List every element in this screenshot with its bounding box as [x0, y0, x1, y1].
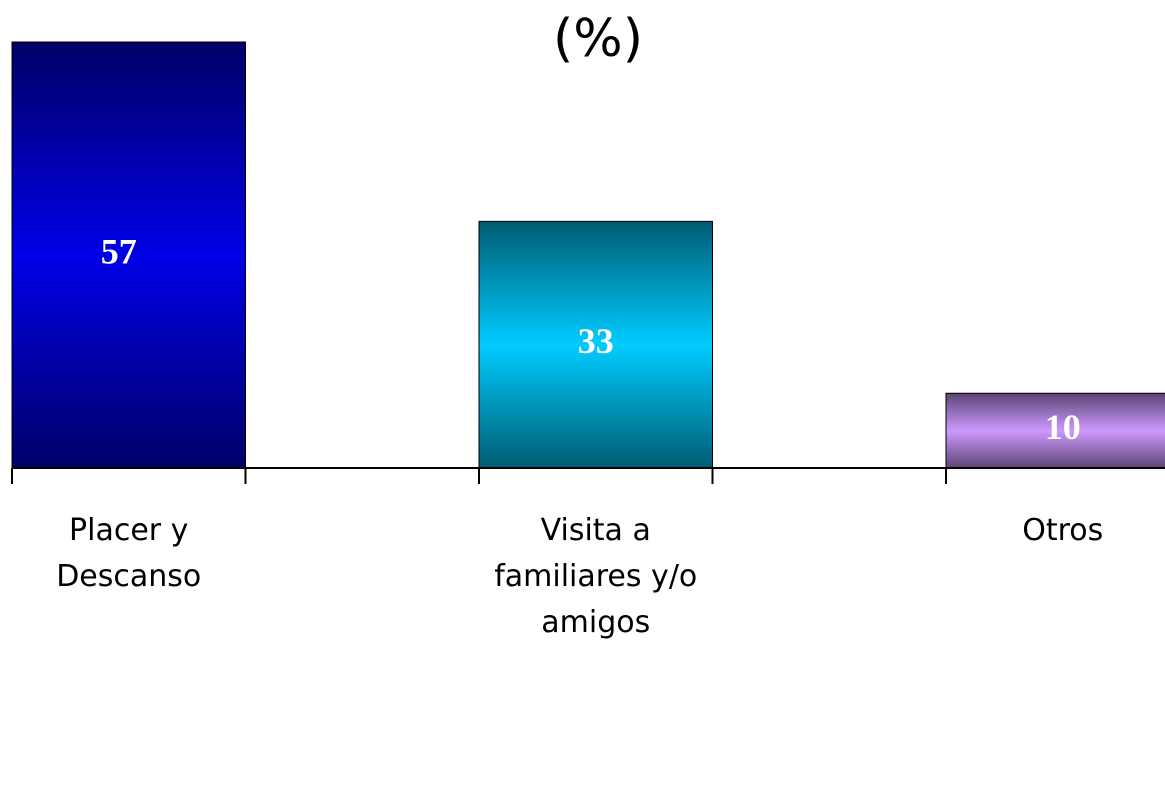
value-label: 33 [578, 321, 614, 361]
chart-title: (%) [553, 9, 643, 69]
x-tick-label: Placer y Descanso [56, 513, 202, 594]
x-tick-label: Otros [1022, 513, 1104, 548]
value-label: 10 [1045, 407, 1081, 447]
bar [478, 220, 713, 469]
bar [11, 41, 246, 469]
x-tick-label: Visita a familiares y/o amigos [494, 513, 698, 640]
value-label: 57 [101, 231, 137, 271]
